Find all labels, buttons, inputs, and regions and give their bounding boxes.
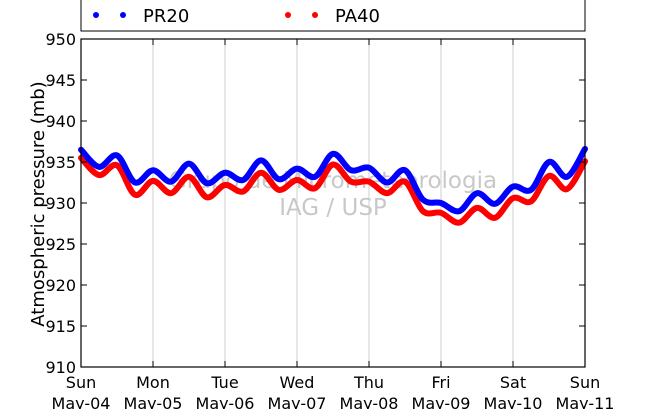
x-tick-label-date: May-07 bbox=[268, 394, 327, 409]
x-tick-label-date: May-09 bbox=[412, 394, 471, 409]
y-tick-label: 915 bbox=[45, 317, 76, 336]
x-tick-label-date: May-04 bbox=[52, 394, 111, 409]
y-tick-label: 930 bbox=[45, 194, 76, 213]
legend-marker bbox=[285, 12, 291, 18]
x-tick-label-date: May-11 bbox=[556, 394, 615, 409]
legend-label-pa40: PA40 bbox=[335, 6, 380, 27]
x-tick-label-day: Sun bbox=[570, 373, 600, 392]
y-tick-label: 920 bbox=[45, 276, 76, 295]
x-tick-label-day: Wed bbox=[280, 373, 315, 392]
x-tick-label-day: Fri bbox=[431, 373, 450, 392]
x-tick-label-day: Sat bbox=[500, 373, 526, 392]
y-tick-label: 945 bbox=[45, 71, 76, 90]
legend-marker bbox=[93, 12, 99, 18]
series-line-pr20 bbox=[78, 145, 588, 215]
x-tick-label-date: May-08 bbox=[340, 394, 399, 409]
series-line-pa40 bbox=[78, 154, 588, 226]
legend: PR20 PA40 bbox=[80, 0, 586, 32]
x-tick-label-date: May-06 bbox=[196, 394, 255, 409]
y-tick-label: 935 bbox=[45, 153, 76, 172]
legend-marker bbox=[120, 12, 126, 18]
x-tick-label-day: Mon bbox=[136, 373, 170, 392]
axes: 910 915 920 925 930 935 940 945 950 Sun May-04 Mon M… bbox=[45, 30, 614, 409]
x-tick-label-day: Tue bbox=[210, 373, 238, 392]
y-tick-label: 910 bbox=[45, 358, 76, 377]
x-tick-label-date: May-05 bbox=[124, 394, 183, 409]
watermark-line-2: IAG / USP bbox=[279, 195, 387, 221]
legend-box bbox=[80, 0, 586, 32]
legend-label-pr20: PR20 bbox=[143, 6, 189, 27]
y-tick-label: 925 bbox=[45, 235, 76, 254]
y-tick-label: 940 bbox=[45, 112, 76, 131]
x-tick-label-date: May-10 bbox=[484, 394, 543, 409]
y-tick-label: 950 bbox=[45, 30, 76, 49]
y-axis-title: Atmospheric pressure (mb) bbox=[28, 81, 49, 326]
x-tick-label-day: Sun bbox=[66, 373, 96, 392]
x-tick-label-day: Thu bbox=[353, 373, 384, 392]
legend-marker bbox=[312, 12, 318, 18]
